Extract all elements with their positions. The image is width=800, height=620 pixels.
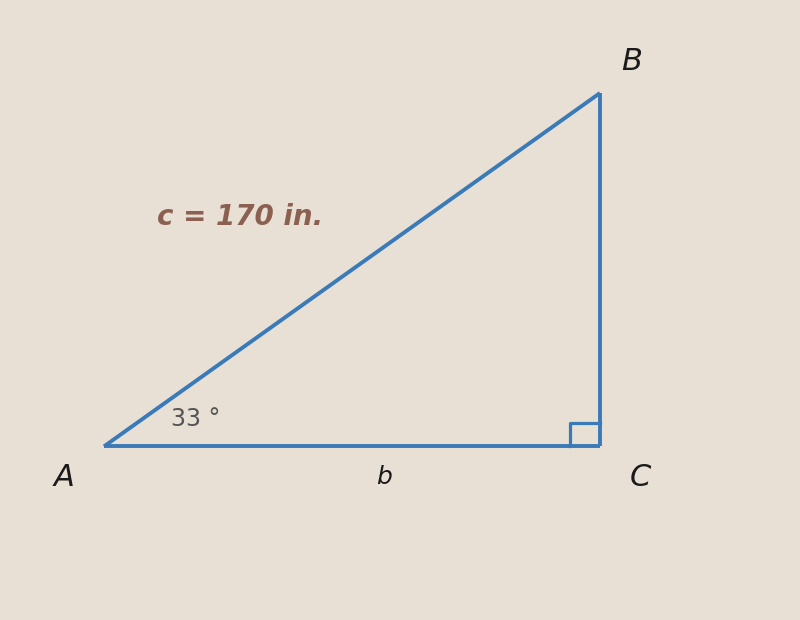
Text: B: B	[622, 48, 642, 76]
Text: b: b	[376, 466, 392, 489]
Text: A: A	[54, 463, 74, 492]
Text: C: C	[630, 463, 650, 492]
Text: c = 170 in.: c = 170 in.	[157, 203, 323, 231]
Text: 33 °: 33 °	[171, 407, 221, 430]
